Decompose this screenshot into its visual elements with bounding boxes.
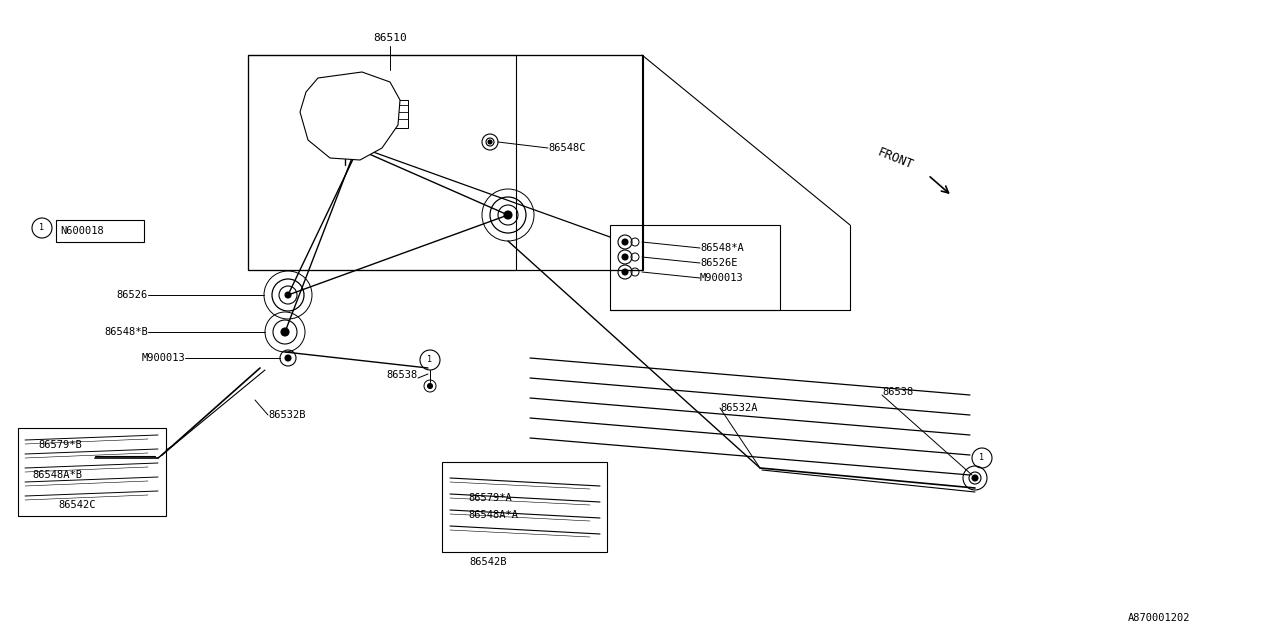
Text: 86542B: 86542B — [470, 557, 507, 567]
Text: M900013: M900013 — [141, 353, 186, 363]
Circle shape — [282, 328, 289, 336]
Text: 1: 1 — [979, 454, 984, 463]
Text: 86526E: 86526E — [700, 258, 737, 268]
Text: 86548A*B: 86548A*B — [32, 470, 82, 480]
Circle shape — [622, 269, 628, 275]
Text: 86548A*A: 86548A*A — [468, 510, 518, 520]
Text: 86538: 86538 — [387, 370, 419, 380]
Text: 86579*A: 86579*A — [468, 493, 512, 503]
Text: 86579*B: 86579*B — [38, 440, 82, 450]
Circle shape — [285, 355, 291, 361]
Circle shape — [972, 475, 978, 481]
Bar — [248, 55, 643, 270]
Bar — [611, 225, 780, 310]
Text: 86510: 86510 — [374, 33, 407, 43]
Circle shape — [504, 211, 512, 219]
Text: N600018: N600018 — [60, 226, 104, 236]
Circle shape — [622, 254, 628, 260]
Text: 86538: 86538 — [882, 387, 913, 397]
Bar — [56, 220, 143, 242]
Circle shape — [285, 292, 291, 298]
Text: 1: 1 — [428, 355, 433, 365]
Text: 86526: 86526 — [116, 290, 148, 300]
Text: 1: 1 — [40, 223, 45, 232]
Text: 86532A: 86532A — [719, 403, 758, 413]
Bar — [442, 462, 607, 552]
Text: A870001202: A870001202 — [1128, 613, 1190, 623]
Text: M900013: M900013 — [700, 273, 744, 283]
Text: 86542C: 86542C — [58, 500, 96, 510]
Circle shape — [340, 107, 349, 117]
Bar — [390, 100, 408, 128]
Text: 86532B: 86532B — [268, 410, 306, 420]
Text: 86548*B: 86548*B — [104, 327, 148, 337]
Circle shape — [488, 140, 492, 144]
Bar — [248, 55, 516, 270]
Polygon shape — [300, 72, 399, 160]
Circle shape — [622, 239, 628, 245]
Text: 86548*A: 86548*A — [700, 243, 744, 253]
Text: FRONT: FRONT — [876, 146, 915, 172]
Text: 86548C: 86548C — [548, 143, 585, 153]
Circle shape — [428, 383, 433, 388]
Bar — [18, 428, 166, 516]
